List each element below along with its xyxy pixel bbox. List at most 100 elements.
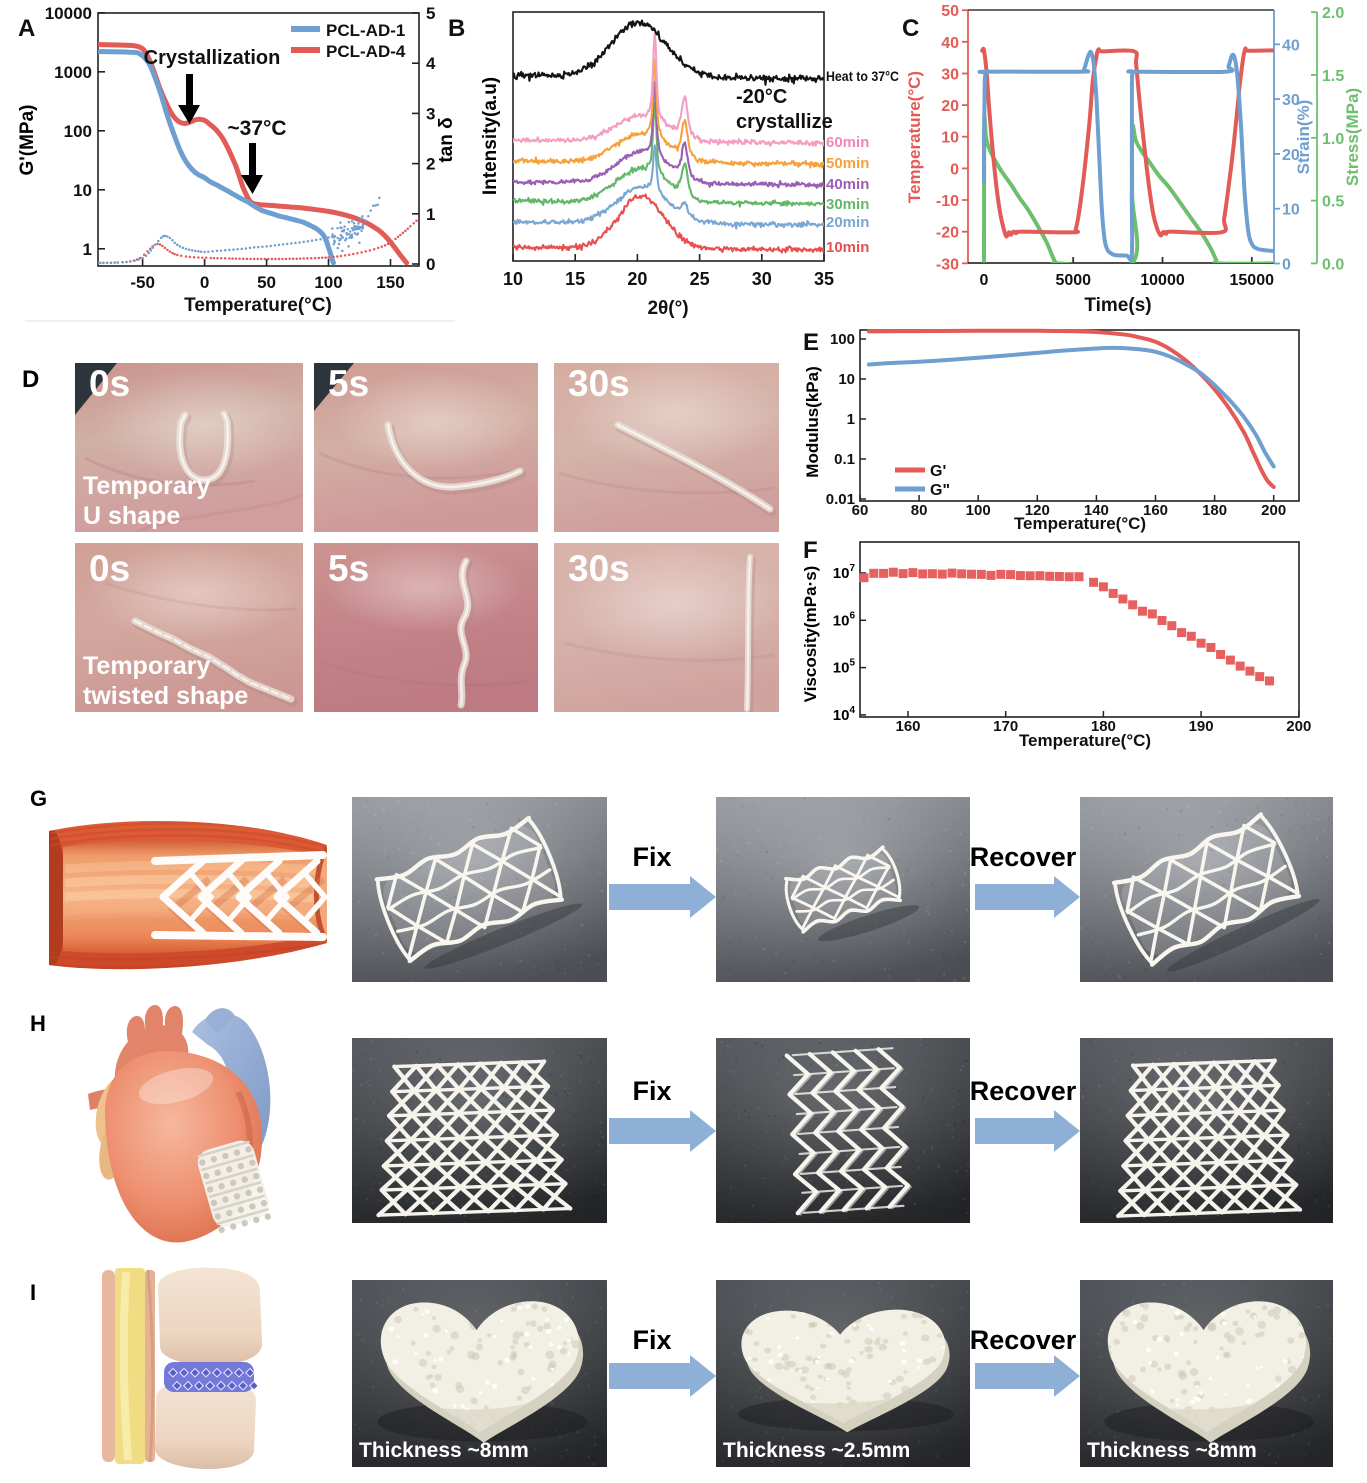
svg-text:10: 10 [1282, 202, 1300, 219]
svg-text:twisted shape: twisted shape [83, 682, 248, 710]
svg-text:1000: 1000 [54, 63, 92, 82]
svg-text:2: 2 [426, 155, 435, 174]
svg-text:200: 200 [1261, 502, 1286, 519]
svg-text:170: 170 [993, 718, 1018, 735]
svg-text:Viscosity(mPa·s): Viscosity(mPa·s) [801, 566, 820, 703]
svg-text:U shape: U shape [83, 502, 180, 530]
svg-text:50: 50 [257, 273, 276, 292]
svg-text:F: F [803, 537, 818, 564]
svg-text:-10: -10 [936, 193, 959, 210]
svg-text:0s: 0s [89, 363, 130, 404]
svg-text:1: 1 [83, 240, 92, 259]
svg-text:Temperature(°C): Temperature(°C) [1019, 731, 1151, 750]
svg-text:Strain(%): Strain(%) [1294, 100, 1313, 175]
svg-text:30s: 30s [568, 548, 630, 589]
svg-text:40: 40 [1282, 37, 1300, 54]
svg-text:B: B [448, 15, 465, 42]
svg-text:Temperature(°C): Temperature(°C) [905, 71, 924, 203]
svg-text:30min: 30min [826, 196, 869, 213]
svg-text:20: 20 [941, 98, 959, 115]
svg-text:5s: 5s [328, 548, 369, 589]
svg-text:180: 180 [1202, 502, 1227, 519]
svg-text:Temperature(°C): Temperature(°C) [184, 295, 332, 316]
svg-text:Temperature(°C): Temperature(°C) [1014, 514, 1146, 533]
svg-text:PCL-AD-1: PCL-AD-1 [326, 21, 405, 40]
svg-text:50: 50 [941, 3, 959, 20]
svg-text:15: 15 [565, 269, 585, 289]
svg-text:4: 4 [426, 54, 436, 73]
svg-text:10: 10 [73, 181, 92, 200]
svg-text:PCL-AD-4: PCL-AD-4 [326, 42, 406, 61]
svg-text:Heat to 37°C: Heat to 37°C [826, 68, 899, 84]
svg-text:Temporary: Temporary [83, 472, 210, 500]
svg-text:30: 30 [941, 66, 959, 83]
svg-text:Intensity(a.u): Intensity(a.u) [480, 77, 501, 195]
svg-text:1.5: 1.5 [1322, 68, 1344, 85]
svg-text:190: 190 [1189, 718, 1214, 735]
svg-text:1.0: 1.0 [1322, 131, 1344, 148]
svg-text:200: 200 [1286, 718, 1311, 735]
svg-text:-30: -30 [936, 256, 959, 273]
svg-text:160: 160 [895, 718, 920, 735]
svg-text:1: 1 [847, 411, 855, 428]
svg-text:0: 0 [426, 255, 435, 274]
svg-text:25: 25 [690, 269, 710, 289]
svg-text:50min: 50min [826, 155, 869, 172]
svg-text:100: 100 [64, 122, 92, 141]
svg-text:40min: 40min [826, 176, 869, 193]
svg-text:Modulus(kPa): Modulus(kPa) [803, 366, 822, 477]
svg-text:20: 20 [1282, 147, 1300, 164]
svg-text:G'(MPa): G'(MPa) [17, 104, 38, 175]
svg-text:0: 0 [1282, 257, 1291, 274]
svg-text:30s: 30s [568, 363, 630, 404]
svg-text:0.5: 0.5 [1322, 194, 1344, 211]
svg-text:5000: 5000 [1055, 272, 1091, 289]
svg-text:15000: 15000 [1230, 272, 1275, 289]
svg-text:tan δ: tan δ [436, 117, 457, 162]
svg-text:0: 0 [200, 273, 209, 292]
svg-text:40: 40 [941, 35, 959, 52]
svg-text:80: 80 [911, 502, 928, 519]
svg-text:10: 10 [838, 371, 855, 388]
svg-text:Time(s): Time(s) [1084, 295, 1151, 316]
svg-text:150: 150 [376, 273, 404, 292]
svg-text:0: 0 [980, 272, 989, 289]
svg-text:Thickness ~2.5mm: Thickness ~2.5mm [723, 1439, 910, 1462]
svg-text:100: 100 [966, 502, 991, 519]
svg-text:10000: 10000 [1140, 272, 1185, 289]
svg-text:1: 1 [426, 205, 435, 224]
svg-text:10: 10 [941, 130, 959, 147]
svg-text:Stress(MPa): Stress(MPa) [1343, 88, 1362, 186]
svg-text:2θ(°): 2θ(°) [647, 298, 688, 319]
svg-text:crystallize: crystallize [736, 111, 833, 133]
svg-text:G': G' [930, 463, 946, 480]
svg-text:-50: -50 [130, 273, 155, 292]
svg-text:160: 160 [1143, 502, 1168, 519]
svg-text:10: 10 [503, 269, 523, 289]
svg-text:0.0: 0.0 [1322, 256, 1344, 273]
svg-text:3: 3 [426, 104, 435, 123]
svg-text:140: 140 [1084, 502, 1109, 519]
svg-text:E: E [803, 329, 819, 356]
svg-text:104: 104 [833, 705, 856, 724]
svg-text:0.01: 0.01 [826, 491, 855, 508]
svg-text:30: 30 [752, 269, 772, 289]
svg-text:120: 120 [1025, 502, 1050, 519]
svg-text:105: 105 [833, 658, 856, 677]
svg-text:-20: -20 [936, 225, 959, 242]
svg-text:Thickness ~8mm: Thickness ~8mm [1087, 1439, 1257, 1462]
svg-text:60min: 60min [826, 134, 869, 151]
svg-text:0s: 0s [89, 548, 130, 589]
svg-text:C: C [902, 15, 919, 42]
svg-text:5: 5 [426, 4, 435, 23]
svg-text:Temporary: Temporary [83, 652, 210, 680]
svg-text:20min: 20min [826, 214, 869, 231]
svg-text:100: 100 [830, 331, 855, 348]
svg-text:60: 60 [852, 502, 869, 519]
svg-text:Thickness ~8mm: Thickness ~8mm [359, 1439, 529, 1462]
svg-text:35: 35 [814, 269, 834, 289]
svg-text:~37°C: ~37°C [227, 117, 286, 140]
svg-text:10min: 10min [826, 239, 869, 256]
svg-text:A: A [18, 15, 35, 42]
svg-text:0.1: 0.1 [834, 451, 855, 468]
